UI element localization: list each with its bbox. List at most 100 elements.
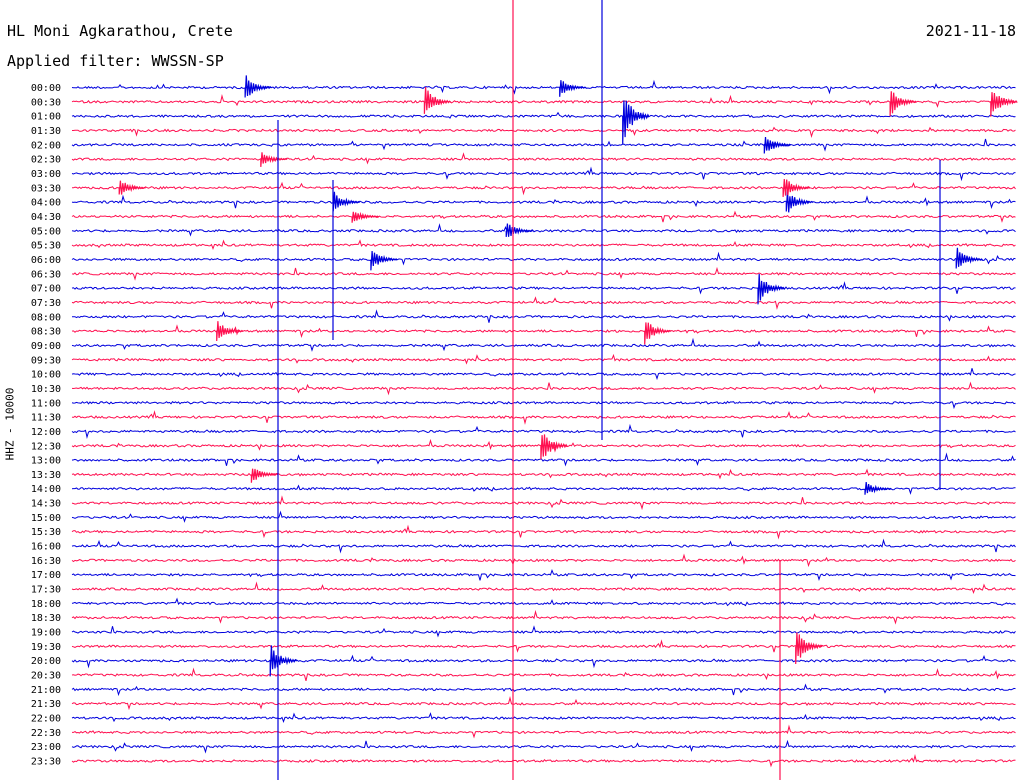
row-time-label: 03:30	[31, 183, 61, 194]
row-time-label: 06:00	[31, 255, 61, 266]
trace-row	[71, 423, 1016, 439]
row-time-label: 15:00	[31, 513, 61, 524]
row-time-label: 05:30	[31, 241, 61, 252]
seismic-event	[559, 80, 587, 97]
row-time-label: 12:30	[31, 441, 61, 452]
row-time-label: 05:00	[31, 226, 61, 237]
trace-row	[71, 683, 1016, 697]
row-time-label: 21:00	[31, 685, 61, 696]
trace-row	[71, 468, 1016, 480]
row-time-label: 08:00	[31, 312, 61, 323]
seismic-event	[763, 137, 792, 154]
row-time-label: 14:00	[31, 484, 61, 495]
trace-row	[71, 281, 1016, 295]
seismic-event	[644, 322, 672, 345]
trace-row	[71, 654, 1016, 669]
row-time-label: 10:30	[31, 384, 61, 395]
trace-row	[71, 266, 1016, 281]
row-time-label: 17:30	[31, 585, 61, 596]
trace-row	[72, 126, 1016, 138]
seismic-event	[216, 321, 244, 342]
row-time-label: 07:30	[31, 298, 61, 309]
seismic-event	[505, 223, 533, 237]
trace-row	[71, 452, 1016, 467]
trace-row	[71, 495, 1016, 511]
trace-row	[71, 553, 1016, 568]
row-time-label: 18:00	[31, 599, 61, 610]
trace-row	[71, 79, 1016, 95]
trace-row	[71, 510, 1016, 523]
trace-row	[71, 368, 1016, 381]
trace-row	[71, 296, 1016, 310]
seismic-event	[795, 632, 823, 665]
station-name: HL Moni Agkarathou, Crete	[7, 22, 233, 40]
seismic-event	[118, 180, 146, 195]
row-time-label: 09:30	[31, 355, 61, 366]
row-time-label: 13:00	[31, 456, 61, 467]
trace-row	[71, 138, 1016, 152]
trace-row	[71, 568, 1016, 582]
trace-row	[71, 538, 1016, 554]
row-time-label: 16:30	[31, 556, 61, 567]
trace-row	[71, 609, 1016, 625]
seismic-event	[757, 273, 785, 305]
seismic-event	[955, 247, 983, 269]
row-time-label: 22:30	[31, 728, 61, 739]
trace-row	[71, 210, 1016, 223]
trace-row	[71, 152, 1016, 165]
row-time-label: 04:30	[31, 212, 61, 223]
seismic-event	[423, 86, 452, 114]
seismic-event	[260, 152, 288, 167]
row-time-label: 06:30	[31, 269, 61, 280]
trace-row	[71, 524, 1016, 540]
row-time-label: 23:30	[31, 757, 61, 768]
seismic-event	[782, 179, 810, 197]
trace-row	[71, 667, 1016, 682]
row-time-label: 11:00	[31, 398, 61, 409]
trace-row	[71, 625, 1016, 638]
row-time-label: 00:30	[31, 97, 61, 108]
row-time-label: 08:30	[31, 327, 61, 338]
trace-row	[71, 353, 1016, 365]
row-time-label: 19:30	[31, 642, 61, 653]
trace-row	[71, 753, 1016, 768]
row-time-label: 07:00	[31, 284, 61, 295]
row-time-label: 13:30	[31, 470, 61, 481]
trace-row	[72, 181, 1016, 196]
seismic-event	[332, 191, 360, 212]
trace-row	[71, 166, 1016, 182]
trace-row	[72, 724, 1016, 739]
trace-row	[71, 251, 1016, 266]
row-time-label: 20:30	[31, 671, 61, 682]
row-time-label: 10:00	[31, 370, 61, 381]
row-time-label: 19:00	[31, 628, 61, 639]
row-time-label: 20:00	[31, 656, 61, 667]
trace-row	[71, 597, 1016, 607]
trace-row	[71, 696, 1016, 711]
trace-row	[71, 639, 1016, 653]
row-time-label: 02:00	[31, 140, 61, 151]
seismic-event	[540, 434, 568, 460]
seismic-event	[250, 468, 279, 483]
row-time-label: 01:30	[31, 126, 61, 137]
trace-row	[71, 194, 1016, 209]
trace-row	[71, 410, 1016, 425]
seismic-event	[785, 190, 814, 213]
trace-row	[71, 712, 1016, 723]
seismic-event	[889, 91, 917, 117]
row-time-label: 21:30	[31, 699, 61, 710]
row-time-label: 03:00	[31, 169, 61, 180]
row-time-label: 01:00	[31, 112, 61, 123]
trace-row	[71, 111, 1016, 119]
seismic-event	[244, 75, 272, 98]
trace-row	[71, 581, 1016, 594]
trace-row	[71, 337, 1016, 352]
row-time-label: 18:30	[31, 613, 61, 624]
row-time-label: 22:00	[31, 714, 61, 725]
trace-row	[71, 739, 1016, 754]
seismic-event	[864, 482, 892, 495]
applied-filter: Applied filter: WWSSN-SP	[7, 52, 224, 70]
trace-row	[71, 324, 1016, 338]
row-time-label: 02:30	[31, 155, 61, 166]
